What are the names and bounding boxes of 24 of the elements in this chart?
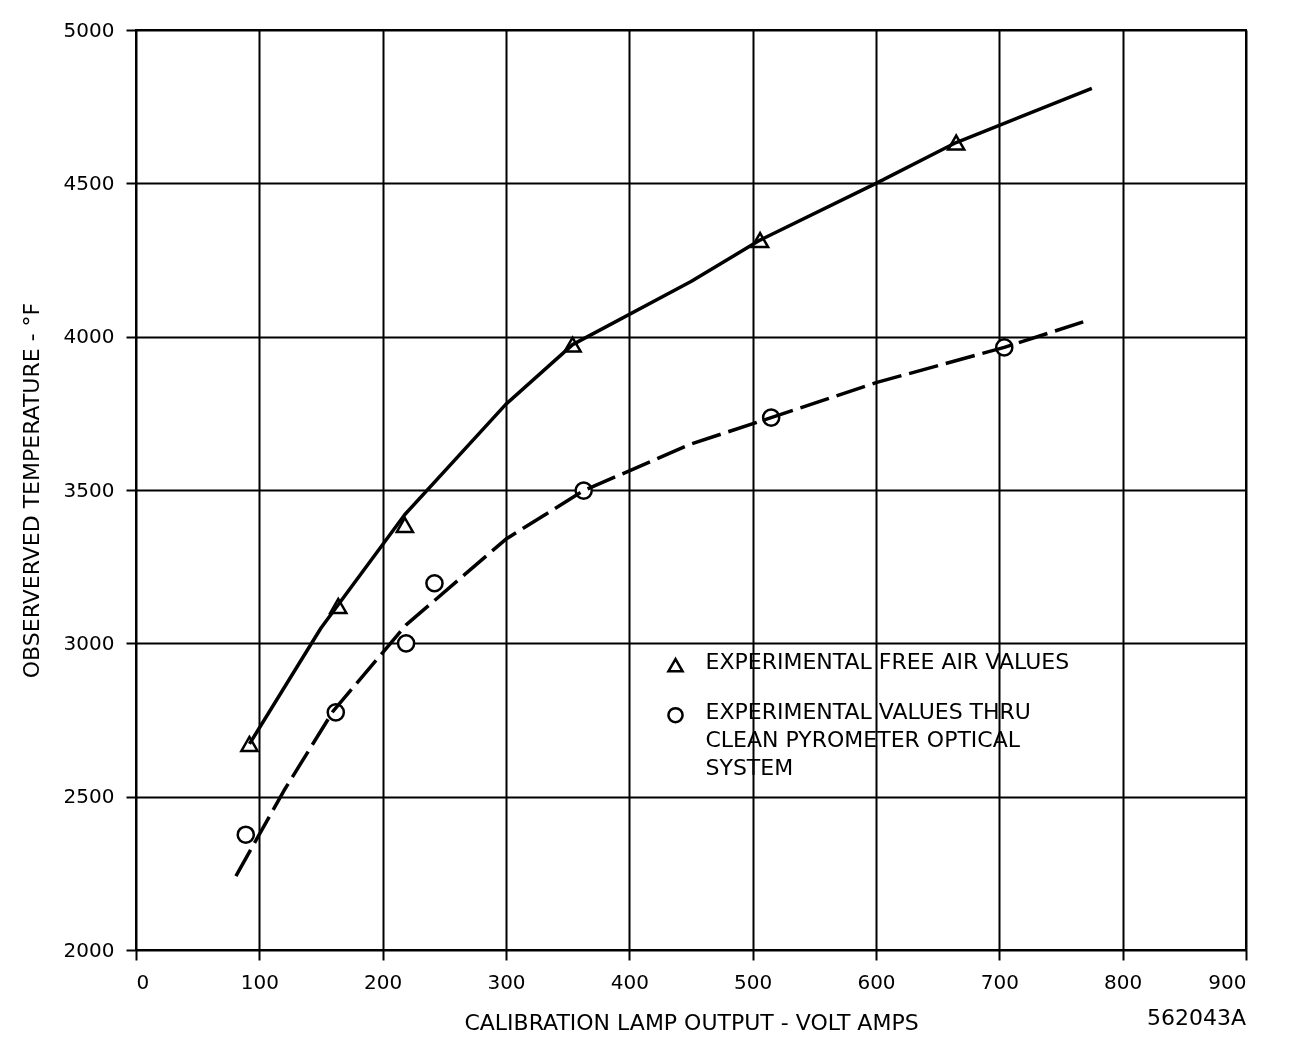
x-tick-label: 200 — [364, 969, 403, 994]
x-tick-label: 0 — [136, 969, 150, 994]
y-axis-title: OBSERVERVED TEMPERATURE - °F — [18, 302, 44, 679]
point — [236, 825, 256, 844]
y-tick-label: 3000 — [63, 630, 115, 655]
x-tick-label: 600 — [857, 969, 896, 994]
x-tick-label: 500 — [734, 969, 773, 994]
x-tick-label: 700 — [980, 969, 1019, 994]
y-tick-label: 3500 — [63, 477, 115, 502]
x-tick-label: 300 — [487, 969, 526, 994]
x-tick-label: 100 — [240, 969, 279, 994]
point — [396, 634, 416, 653]
x-tick-label: 900 — [1208, 969, 1247, 994]
x-tick-label: 400 — [610, 969, 649, 994]
point — [425, 573, 444, 593]
point — [395, 516, 415, 534]
y-tick-label: 4500 — [63, 170, 115, 195]
text: 562043A — [1146, 1005, 1246, 1030]
y-tick-label: 4000 — [63, 324, 115, 349]
x-tick-label: 800 — [1104, 969, 1143, 994]
y-tick-label: 5000 — [63, 17, 115, 42]
y-tick-label: 2500 — [63, 784, 115, 809]
y-tick-label: 2000 — [63, 937, 115, 962]
x-axis-title: CALIBRATION LAMP OUTPUT - VOLT AMPS — [464, 1009, 919, 1035]
